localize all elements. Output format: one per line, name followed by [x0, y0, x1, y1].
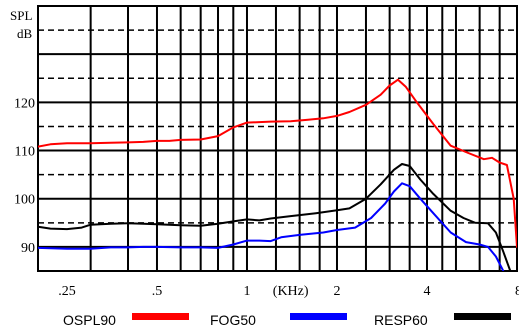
plot-border [37, 5, 518, 272]
series-line-ospl90 [38, 78, 517, 248]
x-tick-label: 2 [333, 284, 340, 299]
y-axis-label: SPL [10, 8, 32, 23]
y-tick-label: 90 [21, 241, 35, 256]
legend: OSPL90 FOG50 RESP60 [63, 312, 511, 328]
series-line-resp60 [38, 163, 512, 271]
legend-label: FOG50 [210, 312, 256, 328]
legend-swatch [290, 313, 347, 320]
plot-area [38, 6, 517, 271]
legend-label: RESP60 [374, 312, 428, 328]
x-tick-label: .25 [58, 284, 76, 299]
x-axis-unit: (KHz) [273, 284, 309, 299]
y-tick-label: 120 [14, 96, 35, 111]
x-tick-label: 4 [423, 284, 430, 299]
series-lines [38, 78, 517, 271]
x-tick-label: 8 [515, 284, 519, 299]
y-axis-unit: dB [17, 26, 33, 41]
legend-label: OSPL90 [63, 312, 116, 328]
x-tick-label: .5 [152, 284, 163, 299]
legend-swatch [454, 313, 511, 320]
series-line-fog50 [38, 182, 505, 271]
y-tick-label: 110 [15, 145, 35, 160]
legend-swatch [132, 313, 189, 320]
y-tick-label: 100 [14, 193, 35, 208]
x-tick-label: 1 [243, 284, 250, 299]
